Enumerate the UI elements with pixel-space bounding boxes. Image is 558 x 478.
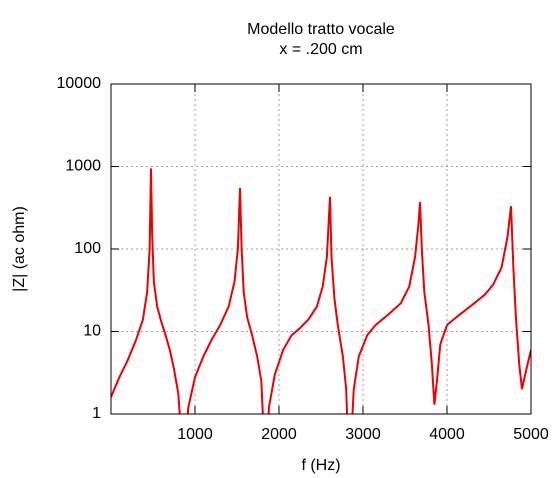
y-tick-label: 10 — [83, 323, 101, 340]
data-line — [111, 168, 531, 414]
x-tick-label: 2000 — [261, 426, 297, 443]
y-tick-label: 1 — [92, 405, 101, 422]
y-axis-label: |Z| (ac ohm) — [11, 206, 28, 292]
plot-frame — [110, 83, 532, 415]
x-tick-label: 5000 — [513, 426, 549, 443]
y-tick-label: 1000 — [65, 158, 101, 175]
chart-title: Modello tratto vocale — [247, 21, 395, 38]
x-tick-label: 3000 — [345, 426, 381, 443]
x-tick-label: 1000 — [177, 426, 213, 443]
y-tick-label: 10000 — [57, 75, 102, 92]
x-axis-label: f (Hz) — [301, 457, 340, 474]
chart-subtitle: x = .200 cm — [279, 41, 362, 58]
y-tick-label: 100 — [74, 240, 101, 257]
x-tick-label: 4000 — [429, 426, 465, 443]
